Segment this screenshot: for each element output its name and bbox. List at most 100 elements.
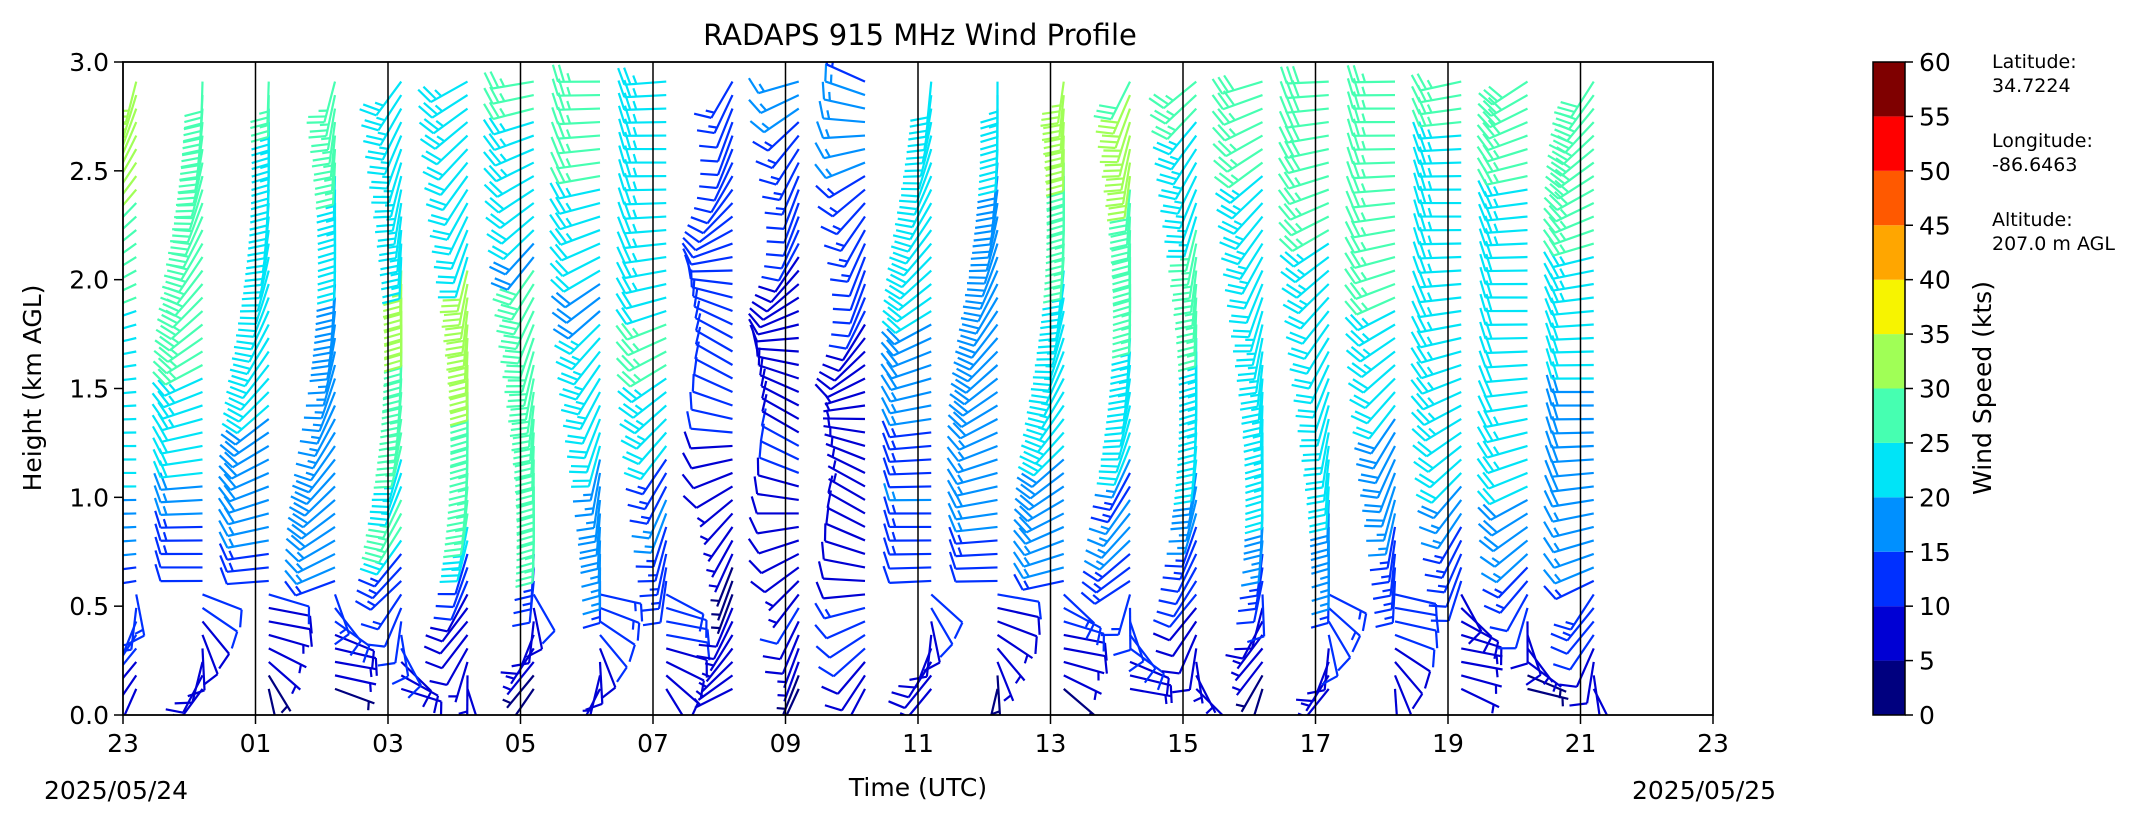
barb-half-flag — [502, 698, 512, 705]
barb-flag — [706, 629, 711, 648]
barb-shaft — [1553, 229, 1595, 246]
wind-barb — [1545, 348, 1594, 367]
x-tick-label: 21 — [1565, 729, 1597, 758]
barb-half-flag — [1427, 221, 1433, 231]
barb-flag — [1156, 141, 1174, 151]
barb-flag — [1304, 486, 1323, 492]
barb-flag — [514, 486, 533, 494]
barb-half-flag — [832, 473, 837, 483]
barb-flag — [883, 482, 891, 501]
barb-flag — [483, 183, 499, 198]
barb-shaft — [1253, 337, 1264, 380]
barb-shaft — [1560, 148, 1595, 177]
barb-flag — [1545, 430, 1553, 448]
barb-flag — [1477, 506, 1492, 521]
barb-flag — [1544, 285, 1554, 304]
barb-half-flag — [1558, 689, 1562, 699]
barb-flag — [882, 537, 891, 555]
barb-shaft — [1293, 242, 1330, 268]
barb-shaft — [840, 674, 866, 712]
wind-barb — [1369, 526, 1397, 572]
barb-flag — [761, 275, 780, 282]
barb-flag — [1413, 460, 1429, 473]
wind-barb — [227, 350, 270, 388]
barb-shaft — [123, 148, 138, 175]
barb-flag — [482, 135, 496, 151]
barb-shaft — [296, 552, 336, 574]
wind-barb — [268, 606, 313, 634]
barb-shaft — [1043, 377, 1065, 417]
wind-barb — [572, 459, 602, 503]
wind-barb — [710, 567, 734, 607]
barb-flag — [1411, 693, 1424, 710]
barb-shaft — [1361, 350, 1396, 379]
barb-flag — [1177, 446, 1196, 454]
wind-barb — [883, 482, 932, 502]
barb-shaft — [889, 485, 932, 489]
barb-shaft — [1045, 364, 1065, 404]
barb-shaft — [1191, 283, 1198, 326]
barb-shaft — [756, 347, 799, 353]
barb-shaft — [1245, 283, 1264, 324]
barb-shaft — [504, 242, 535, 276]
barb-shaft — [448, 216, 469, 255]
barb-flag — [250, 116, 268, 124]
barb-shaft — [646, 485, 668, 525]
barb-half-flag — [456, 501, 466, 506]
barb-flag — [425, 634, 443, 643]
wind-barb — [1129, 647, 1165, 691]
barb-shaft — [692, 242, 733, 259]
barb-half-flag — [1361, 99, 1367, 109]
barb-shaft — [890, 390, 932, 403]
barb-shaft — [1353, 215, 1396, 224]
barb-shaft — [703, 512, 734, 546]
barb-half-flag — [162, 531, 168, 541]
barb-flag — [1544, 310, 1553, 328]
barb-flag — [1164, 240, 1183, 244]
barb-half-flag — [1235, 703, 1245, 708]
wind-barb — [1412, 159, 1462, 178]
barb-flag — [554, 259, 569, 275]
barb-flag — [1211, 78, 1224, 95]
barb-shaft — [456, 270, 469, 312]
barb-flag — [615, 308, 628, 325]
wind-barb — [1328, 607, 1362, 653]
barb-flag — [1110, 378, 1128, 386]
barb-half-flag — [1118, 380, 1128, 385]
wind-barb — [1172, 648, 1198, 694]
wind-barb — [292, 458, 336, 494]
wind-barb — [904, 121, 933, 166]
wind-barb — [1160, 553, 1198, 593]
barb-flag — [758, 439, 763, 458]
barb-flag — [1477, 168, 1488, 186]
wind-barb — [615, 336, 667, 357]
barb-shaft — [1485, 404, 1528, 413]
barb-flag — [616, 231, 626, 249]
barb-flag — [383, 386, 401, 394]
barb-flag — [181, 156, 200, 163]
y-tick-label: 3.0 — [69, 48, 109, 77]
barb-flag — [1543, 490, 1554, 507]
wind-barb — [748, 94, 800, 115]
barb-half-flag — [162, 505, 168, 515]
wind-barb — [567, 418, 602, 460]
barb-shaft — [1527, 687, 1569, 700]
barb-shaft — [894, 310, 932, 334]
barb-flag — [444, 540, 463, 546]
barb-shaft — [124, 81, 138, 123]
barb-shaft — [164, 364, 204, 386]
barb-flag — [1242, 432, 1261, 439]
wind-barb — [1478, 526, 1529, 553]
wind-barb — [616, 245, 667, 265]
barb-flag — [180, 162, 199, 169]
wind-barb — [218, 543, 269, 561]
x-tick-label: 07 — [637, 729, 669, 758]
barb-shaft — [227, 525, 269, 538]
barb-half-flag — [453, 541, 463, 546]
barb-flag — [1362, 509, 1380, 514]
barb-shaft — [492, 80, 534, 90]
barb-half-flag — [1187, 366, 1197, 372]
barb-flag — [1221, 220, 1239, 231]
wind-barb — [1477, 394, 1528, 413]
barb-shaft — [635, 418, 668, 450]
